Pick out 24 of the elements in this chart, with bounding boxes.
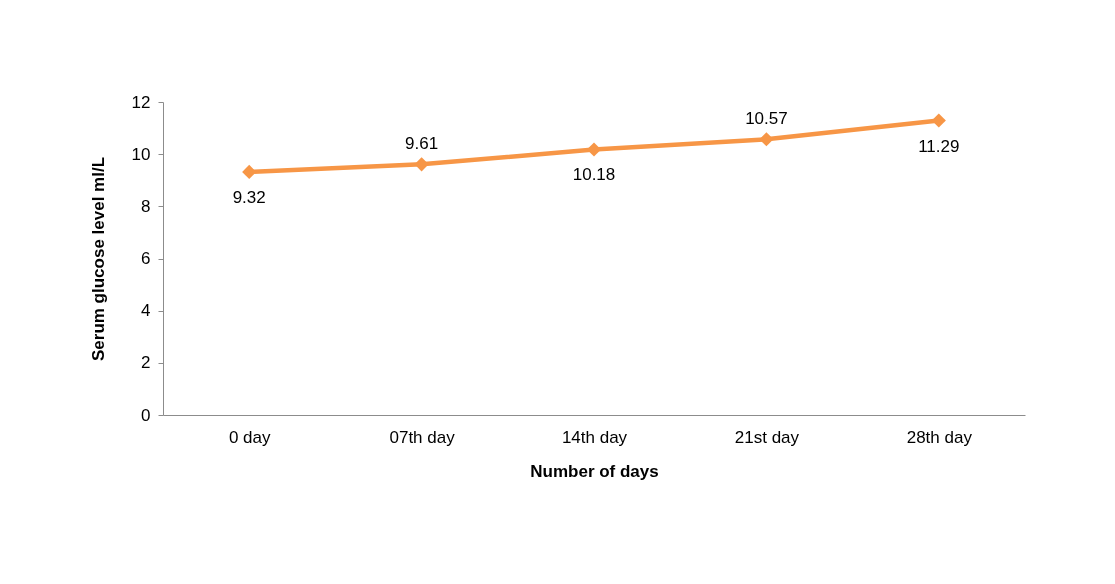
point (759, 132, 774, 147)
point (414, 157, 429, 172)
y-tick-label: 12 (131, 92, 151, 112)
x-tick-label: 28th day (906, 427, 973, 447)
x-tick-label: 0 day (228, 427, 271, 447)
y-axis-title: Serum glucose level ml/L (88, 156, 108, 362)
x-tick-label: 14th day (561, 427, 628, 447)
point (242, 164, 257, 179)
y-tick-label: 6 (141, 249, 151, 268)
data-label: 11.29 (918, 136, 960, 156)
x-tick-label: 07th day (389, 427, 456, 447)
point (586, 142, 602, 157)
point (931, 113, 946, 128)
y-tick-label: 8 (141, 196, 151, 216)
y-tick-label: 0 (141, 405, 151, 425)
data-label: 9.61 (405, 134, 439, 154)
y-tick-label: 4 (141, 301, 151, 321)
y-tick-label: 10 (131, 144, 151, 164)
data-label: 10.57 (745, 109, 788, 129)
y-tick-label: 2 (141, 353, 151, 373)
x-axis-title: Number of days (530, 461, 659, 481)
data-label: 10.18 (572, 165, 616, 185)
x-tick-label: 21st day (734, 427, 800, 447)
data-label: 9.32 (232, 187, 266, 207)
